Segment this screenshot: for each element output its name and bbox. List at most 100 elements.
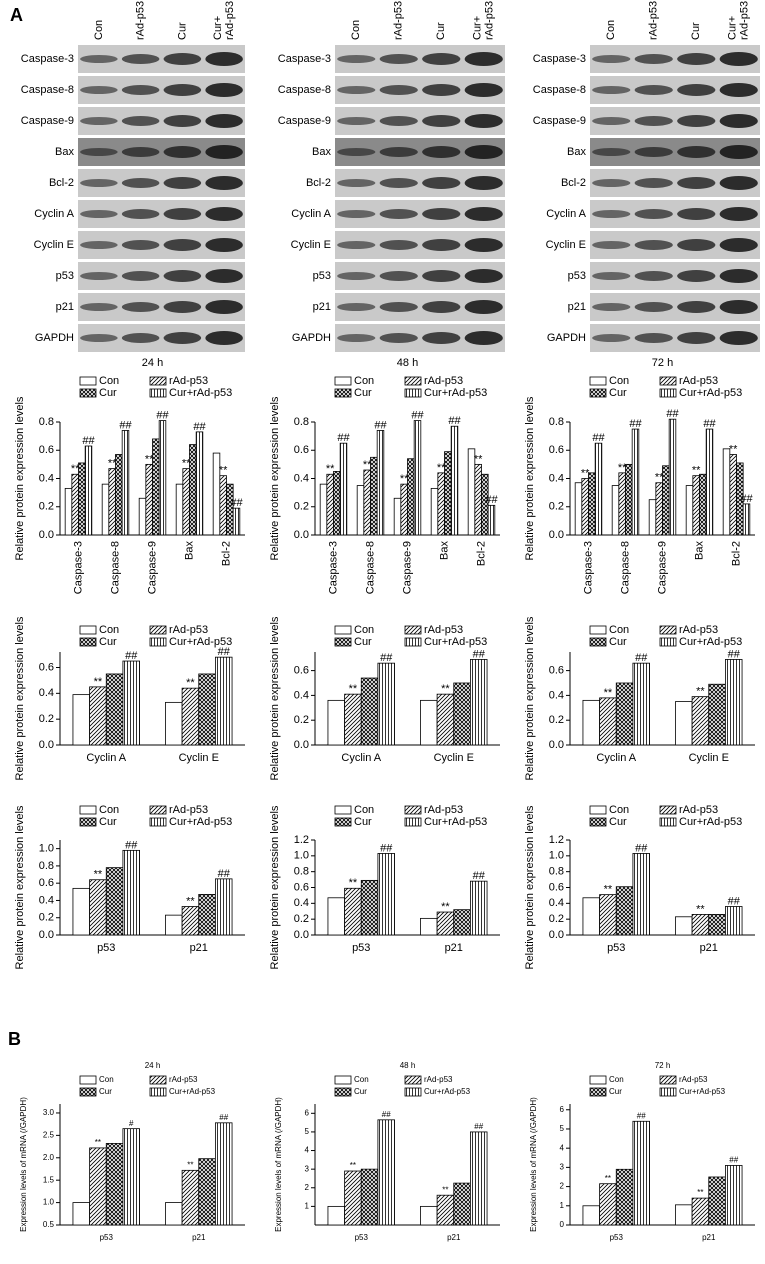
lane-label: Con — [350, 20, 362, 40]
x-tick-label: p53 — [100, 1233, 114, 1242]
blot-band — [634, 302, 673, 312]
bar — [138, 497, 147, 536]
bar — [89, 686, 107, 746]
legend-swatch — [149, 376, 167, 386]
bar — [708, 914, 726, 936]
bar — [181, 1169, 200, 1226]
legend-swatch — [79, 805, 97, 815]
protein-label: Cyclin A — [34, 208, 74, 220]
x-tick-label: Caspase-3 — [582, 541, 594, 594]
bar — [582, 699, 601, 746]
x-tick-label: Caspase-8 — [364, 541, 376, 594]
y-tick-label: 3 — [305, 1164, 310, 1173]
x-tick-label: p53 — [610, 1233, 624, 1242]
legend-swatch — [589, 1087, 607, 1097]
blot-band — [634, 240, 673, 250]
panel-label: B — [8, 1029, 21, 1049]
x-tick-label: p21 — [445, 942, 463, 954]
x-tick-label: p21 — [700, 942, 718, 954]
lane-label: rAd-p53 — [224, 1, 236, 40]
blot-band — [379, 302, 418, 312]
bar — [72, 887, 90, 936]
x-tick-label: Cyclin E — [434, 752, 474, 764]
blot-band — [464, 145, 503, 159]
x-tick-label: Bcl-2 — [475, 541, 487, 566]
lane-label: Cur — [435, 22, 447, 40]
bar — [436, 911, 455, 936]
blot-band — [719, 52, 758, 66]
legend-swatch — [659, 1087, 677, 1097]
legend-swatch — [404, 388, 422, 398]
legend-swatch — [79, 625, 97, 635]
bar — [152, 438, 160, 536]
protein-label: Bax — [55, 146, 74, 158]
blot-band — [464, 176, 503, 190]
bar — [450, 425, 459, 536]
y-axis-label: Relative protein expression levels — [524, 805, 536, 969]
y-tick-label: 0.6 — [39, 661, 54, 673]
legend-swatch — [659, 817, 677, 827]
significance-label: ** — [349, 877, 358, 889]
significance-label: ** — [94, 869, 103, 881]
legend-swatch — [149, 1087, 167, 1097]
legend-label: Cur — [99, 387, 117, 399]
legend-label: rAd-p53 — [424, 375, 463, 387]
blot-band — [80, 117, 118, 125]
y-tick-label: 2.0 — [43, 1153, 55, 1162]
bar — [319, 483, 328, 536]
x-tick-label: Cyclin E — [689, 752, 729, 764]
significance-label: ## — [230, 497, 243, 509]
bar — [699, 473, 707, 536]
blot-band — [677, 270, 716, 282]
legend-label: Con — [99, 1075, 114, 1084]
legend-label: Cur+rAd-p53 — [424, 387, 487, 399]
blot-band — [163, 208, 202, 220]
significance-label: ** — [400, 473, 409, 485]
x-tick-label: p53 — [607, 942, 625, 954]
legend-swatch — [149, 625, 167, 635]
protein-label: p21 — [313, 301, 331, 313]
bar — [182, 468, 190, 536]
chart-title: 48 h — [397, 357, 418, 369]
bar — [444, 451, 452, 536]
y-tick-label: 3.0 — [43, 1108, 55, 1117]
blot-band — [337, 272, 376, 280]
legend-swatch — [404, 817, 422, 827]
bar — [691, 696, 710, 746]
bar — [344, 887, 362, 936]
lane-label: Con — [93, 20, 105, 40]
protein-label: p21 — [56, 301, 74, 313]
bar — [122, 660, 140, 746]
significance-label: ## — [119, 419, 132, 431]
bar — [327, 1205, 346, 1226]
blot-band — [163, 84, 202, 96]
bar — [691, 1197, 710, 1226]
x-tick-label: Cyclin A — [341, 752, 381, 764]
blot-band — [677, 177, 716, 189]
legend-swatch — [334, 1087, 352, 1097]
bar — [175, 483, 184, 536]
blot-band — [719, 176, 758, 190]
bar — [84, 445, 93, 536]
y-axis-label: Relative protein expression levels — [269, 805, 281, 969]
lane-label: rAd-p53 — [484, 1, 496, 40]
significance-label: ** — [350, 1161, 356, 1170]
bar — [691, 914, 710, 936]
legend-label: Cur — [99, 1087, 112, 1096]
protein-label: p53 — [568, 270, 586, 282]
significance-label: ## — [382, 1110, 391, 1119]
blot-band — [677, 115, 716, 127]
y-tick-label: 0.4 — [549, 897, 564, 909]
legend-swatch — [589, 388, 607, 398]
panel-label: A — [10, 5, 23, 25]
chart: Con rAd-p53 Cur Cur+rAd-p53 Relative protein… — [14, 616, 245, 780]
blot-band — [634, 85, 673, 95]
bar — [725, 906, 743, 936]
protein-label: Bcl-2 — [561, 177, 586, 189]
bar — [736, 462, 744, 536]
significance-label: ** — [604, 687, 613, 699]
protein-label: Bcl-2 — [49, 177, 74, 189]
chart: Con rAd-p53 Cur Cur+rAd-p53 Relative protein… — [269, 804, 500, 969]
bar — [360, 1168, 379, 1226]
y-axis-label: Expression levels of mRNA (/GAPDH) — [529, 1097, 538, 1232]
